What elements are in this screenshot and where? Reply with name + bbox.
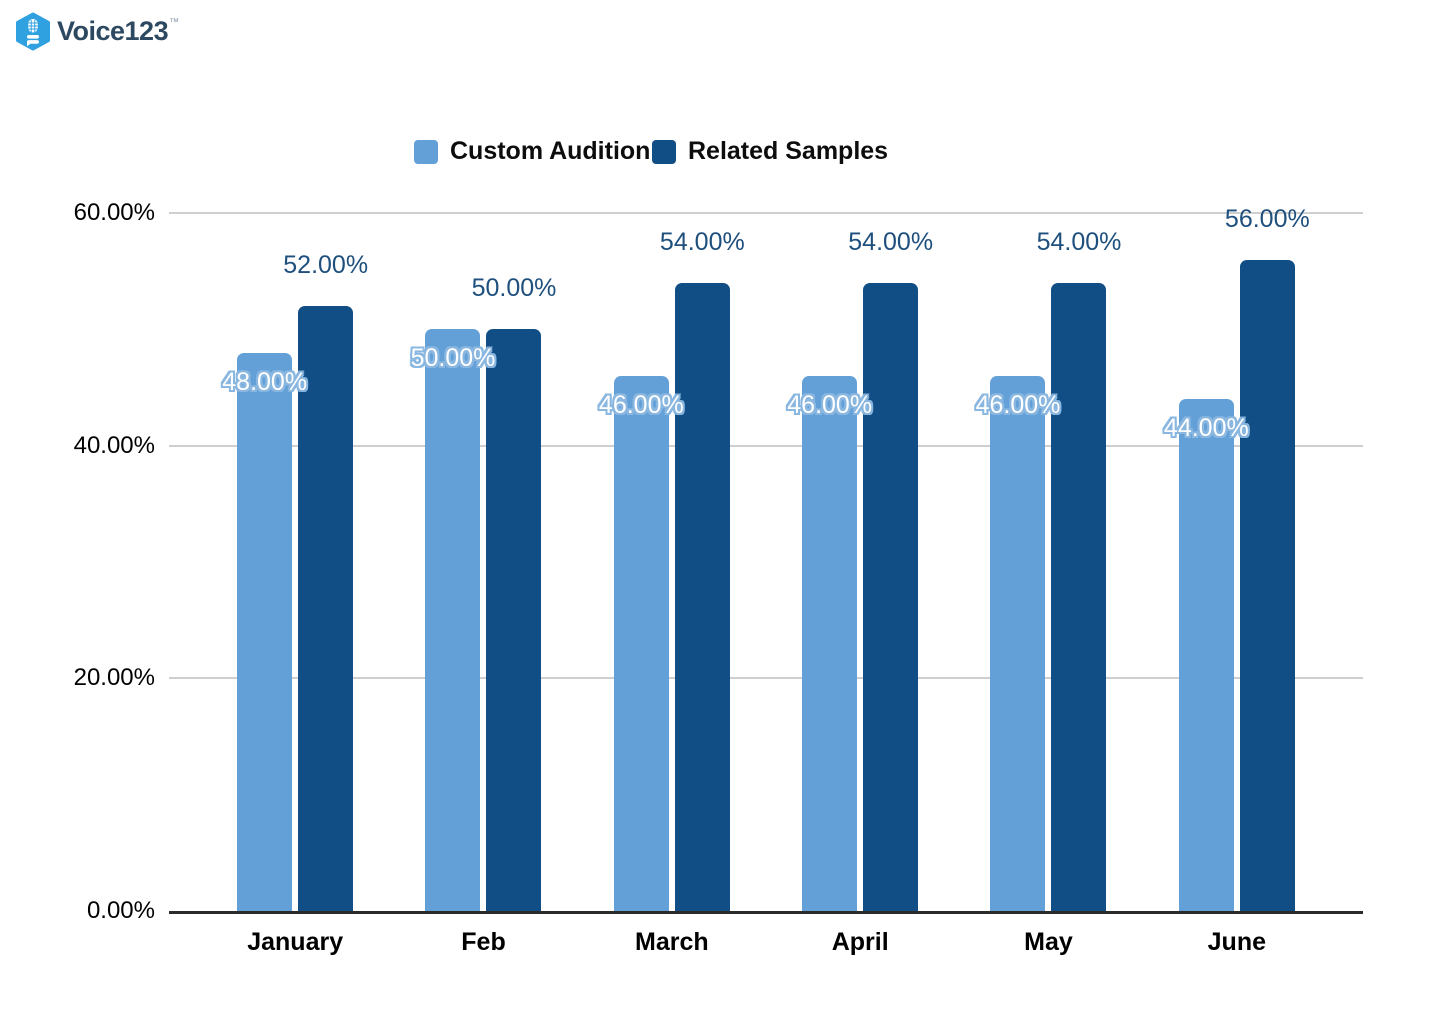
bar-group-april: 46.00% 54.00% — [766, 213, 954, 911]
bar-related-samples-feb — [486, 329, 542, 911]
bar-value-label-custom-audition-april: 46.00% — [787, 390, 873, 419]
voice123-logo-icon — [16, 12, 50, 51]
legend-swatch-custom-audition — [414, 139, 438, 164]
y-axis-label-40: 40.00% — [73, 431, 155, 459]
bar-related-samples-january — [298, 306, 354, 911]
legend-item-related-samples: Related Samples — [652, 137, 889, 165]
bar-custom-audition-april — [802, 375, 858, 911]
bar-value-label-related-samples-march: 54.00% — [659, 227, 745, 256]
bar-related-samples-april — [863, 282, 919, 911]
bar-custom-audition-june — [1178, 399, 1234, 911]
bar-related-samples-march — [674, 282, 730, 911]
bar-value-label-related-samples-may: 54.00% — [1036, 227, 1122, 256]
logo-wordmark: Voice123 — [57, 16, 169, 46]
logo-trademark: ™ — [169, 17, 180, 28]
y-axis-label-60: 60.00% — [73, 199, 155, 226]
bar-related-samples-june — [1239, 259, 1295, 911]
gridline-40 — [169, 444, 1363, 447]
bar-custom-audition-may — [990, 375, 1046, 911]
legend-swatch-related-samples — [652, 139, 676, 164]
x-axis-label-april: April — [831, 928, 889, 956]
bar-value-label-custom-audition-march: 46.00% — [598, 390, 684, 419]
x-axis-label-january: January — [247, 928, 344, 956]
x-axis-label-june: June — [1207, 928, 1266, 956]
x-axis-label-may: May — [1024, 928, 1073, 956]
bar-related-samples-may — [1051, 282, 1107, 911]
bar-custom-audition-january — [237, 352, 293, 911]
bar-value-label-custom-audition-may: 46.00% — [975, 390, 1061, 419]
legend-item-custom-audition: Custom Audition — [414, 137, 651, 165]
x-axis-label-march: March — [635, 928, 709, 956]
bar-group-march: 46.00% 54.00% — [578, 213, 766, 911]
bar-value-label-custom-audition-feb: 50.00% — [410, 344, 496, 373]
bar-value-label-related-samples-feb: 50.00% — [471, 274, 557, 303]
gridline-60 — [169, 212, 1363, 214]
plot-area: 48.00% 52.00% 50.00% 50.00% 46.00% 54.00% 46.0… — [169, 205, 1363, 914]
bar-value-label-custom-audition-june: 44.00% — [1163, 414, 1249, 443]
x-axis-label-feb: Feb — [461, 928, 506, 956]
bar-value-label-related-samples-january: 52.00% — [283, 251, 369, 280]
y-axis-label-0: 0.00% — [86, 897, 155, 924]
bar-group-june: 44.00% 56.00% — [1143, 205, 1331, 911]
bar-group-may: 46.00% 54.00% — [954, 213, 1142, 911]
bar-value-label-custom-audition-january: 48.00% — [222, 367, 308, 396]
bar-custom-audition-march — [613, 375, 669, 911]
legend-label-related-samples: Related Samples — [688, 137, 889, 165]
y-axis-label-20: 20.00% — [73, 664, 155, 692]
gridline-20 — [169, 677, 1363, 680]
legend-label-custom-audition: Custom Audition — [450, 137, 651, 165]
bar-custom-audition-feb — [425, 329, 481, 911]
bar-value-label-related-samples-april: 54.00% — [848, 227, 934, 256]
voice123-logo: Voice123 ™ — [16, 12, 179, 51]
bar-group-feb: 50.00% 50.00% — [389, 213, 577, 911]
bar-group-january: 48.00% 52.00% — [201, 213, 389, 911]
bar-value-label-related-samples-june: 56.00% — [1224, 204, 1310, 233]
